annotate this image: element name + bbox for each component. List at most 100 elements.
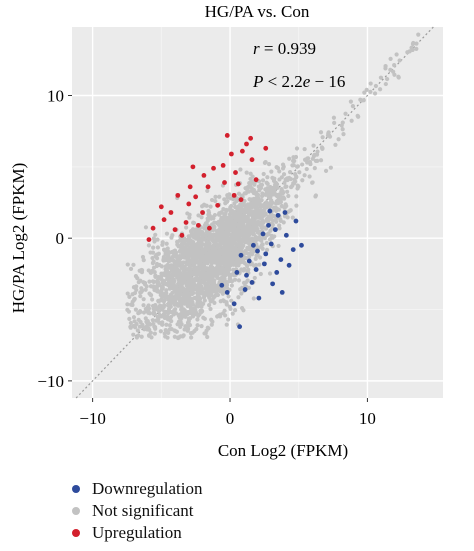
point-not-significant [204,239,209,244]
point-not-significant [226,317,231,322]
x-tick-label: 0 [226,409,235,428]
point-not-significant [258,271,263,277]
point-not-significant [414,46,419,51]
point-not-significant [202,222,208,228]
annotation-p: P < 2.2e − 16 [252,72,345,91]
point-not-significant [266,218,271,223]
point-not-significant [156,251,161,256]
point-not-significant [200,251,205,256]
point-not-significant [220,291,225,296]
point-not-significant [202,256,207,261]
point-not-significant [409,45,414,50]
point-not-significant [146,310,151,315]
point-not-significant [246,189,251,194]
point-not-significant [235,237,240,242]
point-not-significant [175,254,180,259]
point-upregulation [207,225,212,231]
point-not-significant [283,202,288,207]
point-not-significant [273,184,278,189]
point-upregulation [146,237,152,243]
point-not-significant [286,193,291,199]
point-not-significant [155,278,160,283]
point-not-significant [253,263,259,268]
point-not-significant [213,283,218,288]
point-not-significant [197,281,202,286]
point-not-significant [276,200,281,206]
point-not-significant [287,156,292,161]
point-upregulation [168,210,174,215]
point-not-significant [143,225,149,230]
point-downregulation [290,247,296,253]
point-not-significant [255,205,260,210]
point-not-significant [340,120,345,125]
point-not-significant [343,111,348,116]
point-not-significant [235,218,241,223]
point-not-significant [142,327,147,332]
point-not-significant [204,203,209,208]
point-not-significant [177,238,183,243]
point-not-significant [150,261,156,266]
point-not-significant [287,175,292,181]
point-not-significant [200,309,205,314]
point-not-significant [203,331,208,336]
point-not-significant [182,236,187,241]
point-not-significant [236,278,242,283]
point-not-significant [163,294,169,300]
point-not-significant [184,291,189,296]
point-not-significant [186,240,191,246]
point-not-significant [175,335,181,341]
point-not-significant [163,334,168,339]
point-not-significant [292,177,297,182]
point-not-significant [233,205,239,210]
point-not-significant [277,223,282,228]
point-not-significant [227,304,232,309]
legend-item-not-significant: Not significant [72,500,202,522]
y-tick-label: −10 [37,372,64,391]
point-not-significant [215,265,220,270]
point-not-significant [236,225,242,230]
point-not-significant [214,232,219,237]
point-not-significant [173,311,179,316]
point-not-significant [254,212,259,217]
annotation-p-e: e [303,72,311,91]
point-not-significant [220,265,225,270]
point-not-significant [225,215,230,220]
point-not-significant [188,278,194,283]
point-upregulation [235,181,241,187]
point-not-significant [176,293,181,298]
point-not-significant [249,217,254,223]
point-downregulation [255,248,260,254]
point-not-significant [196,233,201,238]
point-not-significant [206,280,212,285]
point-not-significant [249,186,254,191]
point-not-significant [241,207,246,212]
point-not-significant [280,195,285,201]
point-not-significant [196,288,201,293]
point-not-significant [240,201,245,206]
point-not-significant [164,291,169,296]
point-not-significant [246,267,251,272]
point-upregulation [161,217,167,223]
point-not-significant [191,234,196,239]
point-downregulation [261,261,267,267]
point-not-significant [221,287,226,293]
point-not-significant [166,330,171,336]
point-not-significant [229,298,234,303]
point-upregulation [263,145,269,151]
point-downregulation [267,208,273,214]
point-not-significant [128,266,134,271]
chart-title: HG/PA vs. Con [205,2,310,21]
point-downregulation [244,272,249,278]
point-upregulation [228,151,234,157]
point-not-significant [146,306,151,311]
point-not-significant [190,302,196,307]
point-not-significant [219,229,224,234]
point-not-significant [310,180,315,185]
point-not-significant [249,252,255,257]
x-tick-label: −10 [79,409,106,428]
point-not-significant [291,163,296,168]
point-not-significant [167,300,172,306]
point-not-significant [267,192,272,197]
point-not-significant [169,263,174,268]
